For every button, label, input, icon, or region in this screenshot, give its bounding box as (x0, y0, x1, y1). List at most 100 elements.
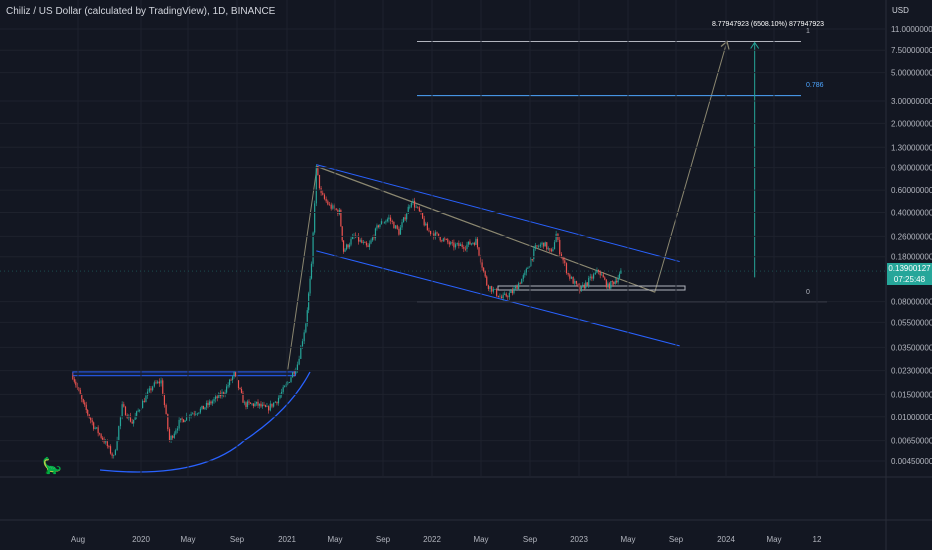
candle-body (298, 358, 300, 365)
candle-body (309, 278, 311, 294)
candle-body (258, 403, 261, 406)
candle-body (202, 405, 205, 410)
candle-body (514, 286, 517, 289)
candle-body (139, 409, 141, 411)
candle-body (213, 399, 215, 402)
candle-body (153, 382, 155, 387)
y-tick-label: 5.00000000 (891, 69, 932, 78)
last-price-value: 0.13900127 (888, 264, 931, 274)
candle-body (252, 403, 255, 407)
candle-body (268, 406, 270, 411)
candle-body (340, 210, 342, 227)
candle-body (111, 453, 113, 456)
candle-body (450, 242, 452, 245)
candle-body (271, 403, 273, 407)
candle-body (97, 427, 99, 434)
candle-body (564, 260, 566, 264)
candle-body (215, 396, 217, 400)
time-axis[interactable]: Aug 2020 May Sep 2021 May Sep 2022 May Sep 2023 May… (71, 0, 822, 544)
candle-body (418, 207, 420, 212)
candle-body (87, 410, 89, 415)
candle-body (507, 296, 509, 298)
tradingview-logo-icon[interactable]: 🦕 (42, 458, 62, 475)
candle-body (470, 243, 473, 245)
candle-body (577, 283, 579, 286)
candle-body (295, 370, 297, 374)
candle-body (96, 427, 98, 429)
y-tick-label: 2.00000000 (891, 119, 932, 128)
candle-body (426, 223, 428, 231)
candle-body (322, 192, 324, 195)
fib-label-0786: 0.786 (806, 82, 824, 89)
candle-body (260, 403, 262, 407)
candle-body (613, 281, 615, 284)
candles-layer (72, 164, 622, 459)
candle-body (165, 405, 167, 414)
candle-body (616, 281, 618, 283)
candle-body (72, 375, 74, 380)
y-tick-label: 0.00450000 (891, 457, 932, 466)
candle-body (345, 244, 348, 250)
candle-body (193, 413, 195, 415)
candle-body (152, 386, 154, 391)
candle-body (499, 296, 501, 298)
candle-body (412, 200, 414, 203)
candle-body (582, 284, 584, 286)
candle-body (351, 236, 354, 239)
candle-body (274, 401, 276, 403)
candle-body (376, 225, 378, 229)
candle-body (155, 382, 157, 384)
candle-body (513, 288, 515, 294)
candle-body (178, 419, 180, 429)
price-axis[interactable]: 11.0000000 7.50000000 5.00000000 3.00000000… (0, 25, 932, 466)
candle-body (279, 395, 281, 398)
x-tick-label: Sep (523, 535, 538, 544)
y-tick-label: 3.00000000 (891, 97, 932, 106)
candle-body (358, 235, 360, 242)
candle-body (330, 204, 332, 209)
candle-body (306, 310, 308, 324)
candle-body (611, 281, 613, 282)
target-label: 8.77947923 (6508.10%) 877947923 (712, 21, 824, 28)
candle-body (285, 383, 287, 386)
candle-body (192, 413, 194, 415)
candle-body (84, 402, 86, 405)
candle-body (425, 223, 427, 226)
candle-body (481, 262, 483, 268)
y-tick-label: 0.60000000 (891, 186, 932, 195)
candle-body (116, 440, 118, 451)
candle-body (370, 240, 372, 244)
candle-body (380, 221, 383, 225)
candle-body (173, 433, 175, 438)
candle-body (347, 244, 349, 248)
candle-body (172, 435, 174, 438)
candle-body (162, 380, 164, 396)
candle-body (442, 238, 444, 242)
y-tick-label: 0.01500000 (891, 390, 932, 399)
candle-body (487, 285, 489, 289)
x-tick-label: 2024 (717, 535, 735, 544)
candle-body (91, 420, 93, 423)
candle-body (82, 399, 84, 403)
candle-body (237, 380, 240, 388)
candle-body (147, 391, 149, 396)
candle-body (572, 277, 574, 284)
candle-body (421, 212, 424, 219)
candle-body (131, 421, 133, 424)
candle-body (167, 413, 169, 430)
candle-body (436, 232, 438, 234)
candle-body (510, 290, 512, 293)
candle-body (456, 243, 458, 245)
candle-body (207, 402, 209, 406)
candle-body (348, 244, 351, 248)
candle-body (359, 240, 361, 242)
candle-body (469, 241, 471, 245)
candle-body (461, 244, 463, 247)
candle-body (157, 381, 159, 384)
candle-body (332, 205, 334, 209)
candle-body (365, 242, 368, 246)
candle-body (598, 269, 600, 272)
candle-body (342, 240, 345, 252)
candle-body (602, 274, 604, 278)
